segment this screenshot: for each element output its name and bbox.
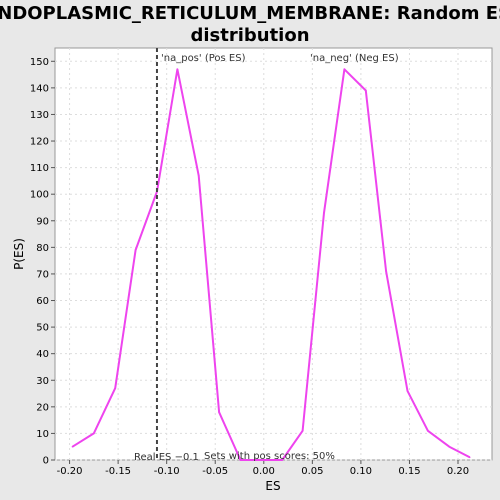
data-point [385,270,387,273]
data-point [343,68,346,71]
x-tick-label: 0.20 [447,466,469,477]
x-tick-label: -0.05 [202,466,228,477]
y-axis-label: P(ES) [12,238,26,270]
y-tick-label: 140 [30,83,49,94]
y-tick-label: 120 [30,137,49,148]
series-layer [71,68,471,461]
chart-title-line-1: ENDOPLASMIC_RETICULUM_MEMBRANE: Random E… [0,3,500,24]
y-tick-label: 20 [36,402,49,413]
data-point [93,432,95,435]
y-tick-label: 70 [36,269,49,280]
data-point [114,387,117,390]
series-line [71,68,471,461]
y-tick-label: 40 [36,349,49,360]
y-tick-label: 130 [30,110,49,121]
data-point [364,89,367,92]
y-tick-label: 0 [43,456,49,467]
neg-es-annotation: 'na_neg' (Neg ES) [310,53,399,64]
y-tick-label: 150 [30,57,49,68]
data-point [218,411,220,413]
data-point [281,459,284,461]
chart-title-line-2: distribution [190,25,309,46]
x-axis: -0.20 -0.15 -0.10 -0.05 0.00 0.05 0.10 0.15 0.20 [57,460,469,477]
real-es-annotation: Real ES −0.1 [134,452,199,463]
y-tick-label: 10 [36,429,49,440]
data-point [71,445,74,448]
data-point [427,429,429,432]
data-point [260,459,262,461]
x-tick-label: 0.15 [398,466,420,477]
y-tick-label: 100 [30,190,49,201]
data-point [197,174,200,177]
x-tick-label: 0.05 [301,466,323,477]
y-tick-label: 80 [36,243,49,254]
data-point [468,456,471,459]
y-tick-label: 60 [36,296,49,307]
x-axis-label: ES [265,479,280,493]
x-tick-label: 0.00 [253,466,275,477]
y-tick-label: 50 [36,323,49,334]
data-point [448,445,451,448]
y-tick-label: 110 [30,163,49,174]
data-point [134,249,137,251]
x-tick-label: -0.15 [105,466,131,477]
data-point [176,68,179,71]
pos-es-annotation: 'na_pos' (Pos ES) [161,53,246,64]
x-tick-label: 0.10 [350,466,372,477]
y-tick-label: 30 [36,376,49,387]
y-axis: 0 10 20 30 40 50 60 70 80 90 100 110 120 130 140 150 [30,57,55,467]
x-tick-label: -0.10 [154,466,180,477]
data-point [323,212,325,214]
x-tick-label: -0.20 [57,466,83,477]
plot-area [54,47,493,461]
y-tick-label: 90 [36,216,49,227]
grid [55,48,492,461]
data-point [239,459,242,461]
data-point [301,429,304,432]
sets-pos-scores-annotation: Sets with pos scores: 50% [204,451,335,462]
data-point [406,390,409,392]
